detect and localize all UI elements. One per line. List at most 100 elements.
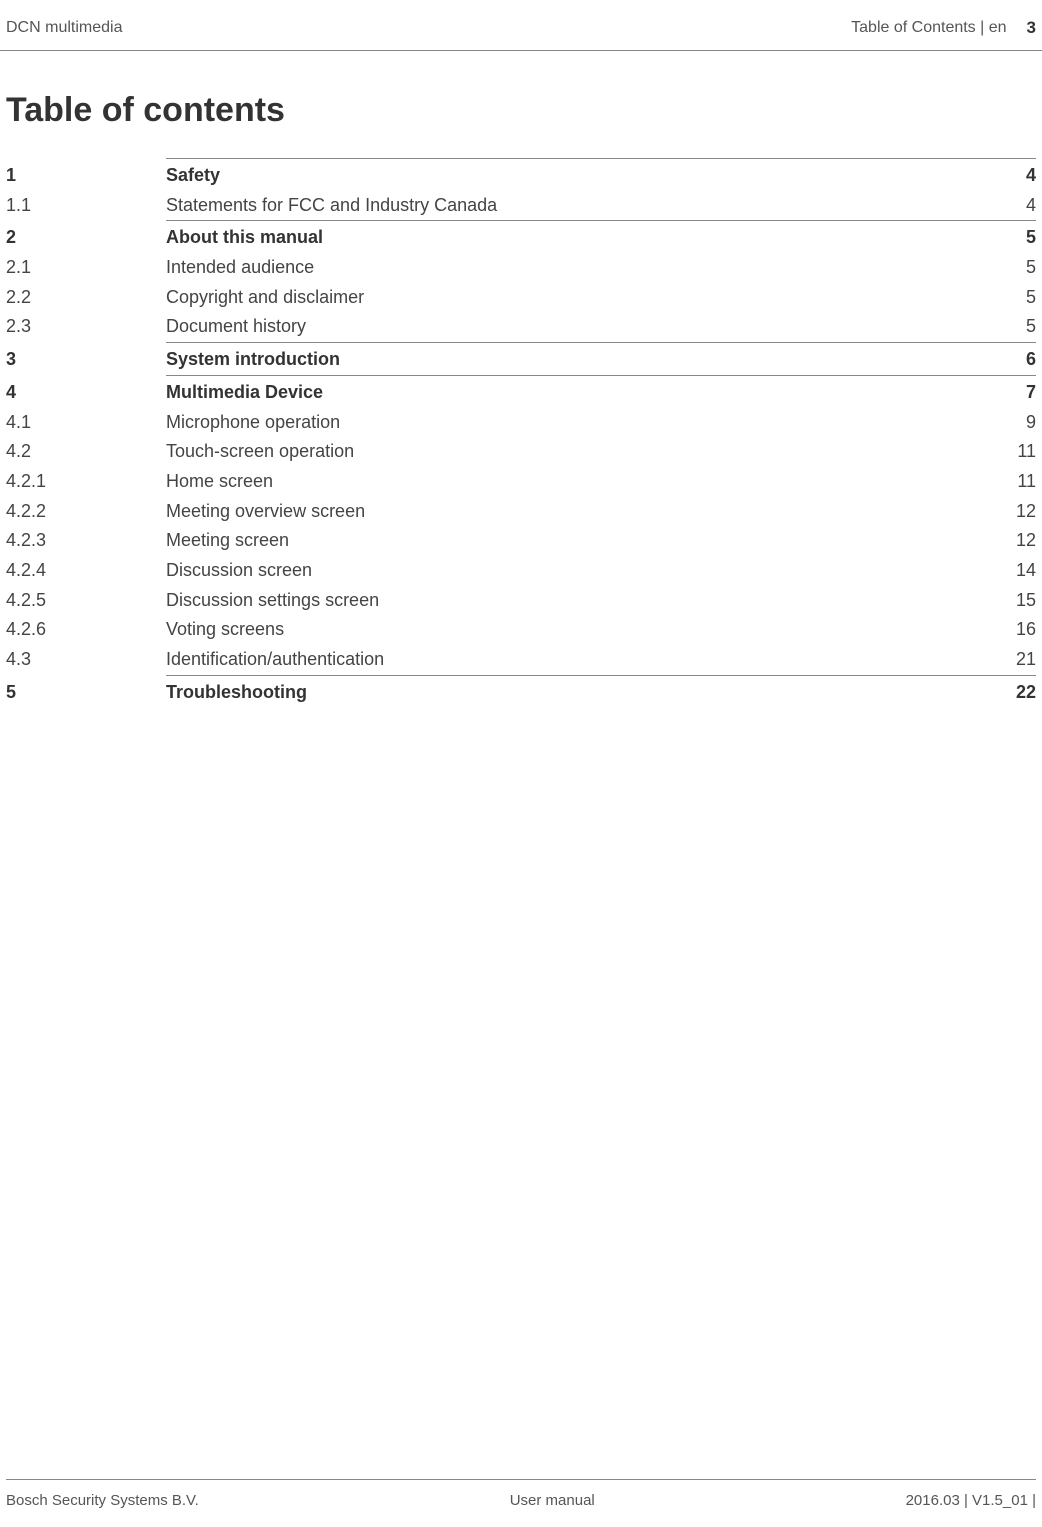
toc-entry-wrap: Document history 5 <box>166 312 1036 342</box>
toc-entry-title: Discussion settings screen <box>166 586 996 616</box>
toc-entry-page: 12 <box>1016 497 1036 527</box>
toc-entry-page: 14 <box>1016 556 1036 586</box>
toc-row: 4.2.5Discussion settings screen 15 <box>6 586 1036 616</box>
toc-entry-page: 11 <box>1017 467 1036 497</box>
toc-row: 3System introduction 6 <box>6 342 1036 375</box>
toc-entry-page: 5 <box>1026 253 1036 283</box>
footer-version: 2016.03 | V1.5_01 | <box>906 1492 1036 1509</box>
toc-container: 1Safety41.1Statements for FCC and Indust… <box>6 158 1036 707</box>
toc-entry-title: Home screen <box>166 467 997 497</box>
toc-entry-number: 4.2.6 <box>6 615 166 645</box>
toc-entry-number: 4.2.4 <box>6 556 166 586</box>
toc-entry-number: 4.3 <box>6 645 166 675</box>
toc-entry-page: 4 <box>1026 191 1036 221</box>
toc-entry-title: Document history <box>166 312 1006 342</box>
toc-entry-wrap: Discussion settings screen 15 <box>166 586 1036 616</box>
toc-entry-wrap: Statements for FCC and Industry Canada 4 <box>166 191 1036 221</box>
toc-entry-wrap: Touch-screen operation 11 <box>166 437 1036 467</box>
toc-entry-title: Intended audience <box>166 253 1006 283</box>
toc-entry-wrap: Meeting screen 12 <box>166 526 1036 556</box>
toc-row: 2.2Copyright and disclaimer 5 <box>6 283 1036 313</box>
header-section-label: Table of Contents | en <box>851 19 1006 37</box>
toc-entry-wrap: Microphone operation 9 <box>166 408 1036 438</box>
toc-row: 1Safety 4 <box>6 158 1036 191</box>
toc-entry-wrap: Home screen 11 <box>166 467 1036 497</box>
toc-entry-wrap: About this manual 5 <box>166 220 1036 253</box>
toc-entry-page: 5 <box>1026 283 1036 313</box>
toc-entry-page: 12 <box>1016 526 1036 556</box>
toc-entry-number: 4.1 <box>6 408 166 438</box>
toc-entry-page: 4 <box>1026 161 1036 191</box>
main-content: Table of contents 1Safety41.1Statements … <box>0 51 1042 707</box>
toc-row: 4.2.3Meeting screen 12 <box>6 526 1036 556</box>
toc-entry-title: Touch-screen operation <box>166 437 997 467</box>
toc-entry-wrap: Safety 4 <box>166 158 1036 191</box>
toc-entry-number: 1 <box>6 161 166 191</box>
toc-entry-title: System introduction <box>166 345 1006 375</box>
toc-entry-wrap: Voting screens 16 <box>166 615 1036 645</box>
header-right: Table of Contents | en 3 <box>851 18 1036 38</box>
toc-entry-page: 11 <box>1017 437 1036 467</box>
toc-row: 4.3Identification/authentication 21 <box>6 645 1036 675</box>
toc-entry-number: 2.3 <box>6 312 166 342</box>
toc-entry-wrap: System introduction 6 <box>166 342 1036 375</box>
page-footer: Bosch Security Systems B.V. User manual … <box>6 1479 1036 1509</box>
toc-entry-title: Meeting overview screen <box>166 497 996 527</box>
footer-doc-type: User manual <box>510 1492 595 1509</box>
toc-entry-wrap: Copyright and disclaimer 5 <box>166 283 1036 313</box>
toc-entry-title: Multimedia Device <box>166 378 1006 408</box>
toc-entry-number: 2 <box>6 223 166 253</box>
toc-entry-wrap: Troubleshooting 22 <box>166 675 1036 708</box>
toc-row: 4.1Microphone operation 9 <box>6 408 1036 438</box>
toc-row: 4.2.2Meeting overview screen 12 <box>6 497 1036 527</box>
toc-entry-page: 7 <box>1026 378 1036 408</box>
toc-row: 4Multimedia Device7 <box>6 375 1036 408</box>
toc-entry-number: 4.2.2 <box>6 497 166 527</box>
toc-row: 1.1Statements for FCC and Industry Canad… <box>6 191 1036 221</box>
toc-title: Table of contents <box>6 91 1036 130</box>
toc-row: 5Troubleshooting 22 <box>6 675 1036 708</box>
toc-entry-page: 5 <box>1026 312 1036 342</box>
page-header: DCN multimedia Table of Contents | en 3 <box>0 0 1042 51</box>
toc-entry-title: About this manual <box>166 223 1006 253</box>
toc-row: 4.2.4Discussion screen 14 <box>6 556 1036 586</box>
toc-entry-page: 22 <box>1016 678 1036 708</box>
toc-row: 2About this manual 5 <box>6 220 1036 253</box>
header-page-number: 3 <box>1027 18 1036 38</box>
toc-row: 4.2.6Voting screens 16 <box>6 615 1036 645</box>
toc-entry-title: Troubleshooting <box>166 678 996 708</box>
toc-row: 4.2Touch-screen operation 11 <box>6 437 1036 467</box>
toc-entry-number: 4.2.5 <box>6 586 166 616</box>
toc-entry-wrap: Multimedia Device 7 <box>166 375 1036 408</box>
toc-entry-number: 2.2 <box>6 283 166 313</box>
toc-row: 2.1Intended audience 5 <box>6 253 1036 283</box>
toc-entry-number: 5 <box>6 678 166 708</box>
toc-entry-wrap: Intended audience 5 <box>166 253 1036 283</box>
toc-entry-number: 4.2.3 <box>6 526 166 556</box>
toc-entry-page: 15 <box>1016 586 1036 616</box>
toc-entry-title: Copyright and disclaimer <box>166 283 1006 313</box>
toc-entry-page: 9 <box>1026 408 1036 438</box>
toc-entry-title: Discussion screen <box>166 556 996 586</box>
toc-entry-wrap: Meeting overview screen 12 <box>166 497 1036 527</box>
toc-entry-number: 4.2 <box>6 437 166 467</box>
toc-entry-title: Identification/authentication <box>166 645 996 675</box>
toc-row: 2.3Document history 5 <box>6 312 1036 342</box>
header-product-name: DCN multimedia <box>6 19 122 37</box>
toc-entry-page: 16 <box>1016 615 1036 645</box>
toc-entry-wrap: Identification/authentication 21 <box>166 645 1036 675</box>
toc-entry-number: 1.1 <box>6 191 166 221</box>
toc-entry-page: 6 <box>1026 345 1036 375</box>
toc-row: 4.2.1Home screen11 <box>6 467 1036 497</box>
toc-entry-number: 3 <box>6 345 166 375</box>
toc-entry-page: 5 <box>1026 223 1036 253</box>
toc-entry-page: 21 <box>1016 645 1036 675</box>
toc-entry-title: Voting screens <box>166 615 996 645</box>
toc-entry-title: Safety <box>166 161 1006 191</box>
toc-entry-title: Microphone operation <box>166 408 1006 438</box>
footer-company: Bosch Security Systems B.V. <box>6 1492 199 1509</box>
toc-entry-title: Meeting screen <box>166 526 996 556</box>
toc-entry-wrap: Discussion screen 14 <box>166 556 1036 586</box>
toc-entry-title: Statements for FCC and Industry Canada <box>166 191 1006 221</box>
toc-entry-number: 2.1 <box>6 253 166 283</box>
